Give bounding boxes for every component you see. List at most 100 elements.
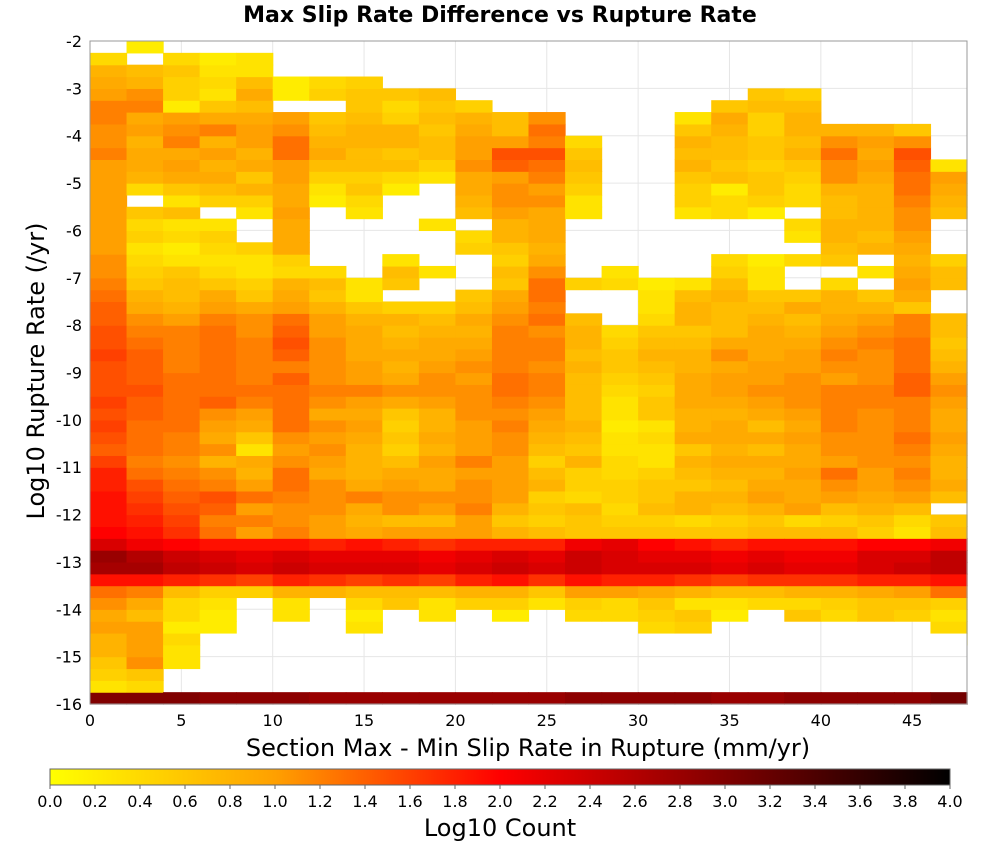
heatmap-cell <box>345 585 383 599</box>
heatmap-cell <box>163 88 201 101</box>
heatmap-cell <box>345 538 383 551</box>
heatmap-cell <box>163 372 201 385</box>
heatmap-cell <box>638 277 676 291</box>
heatmap-cell <box>126 384 164 397</box>
heatmap-cell <box>491 431 530 445</box>
heatmap-cell <box>455 301 493 314</box>
heatmap-cell <box>893 218 932 232</box>
heatmap-cell <box>163 147 201 160</box>
heatmap-cell <box>893 135 932 149</box>
heatmap-cell <box>857 609 895 622</box>
heatmap-cell <box>820 419 858 433</box>
heatmap-cell <box>90 218 128 232</box>
heatmap-cell <box>820 455 858 468</box>
heatmap-cell <box>528 242 566 255</box>
heatmap-cell <box>236 112 274 125</box>
heatmap-cell <box>90 419 128 433</box>
heatmap-cell <box>345 692 383 705</box>
heatmap-cell <box>236 265 274 279</box>
heatmap-cell <box>601 443 639 456</box>
heatmap-cell <box>747 194 785 208</box>
heatmap-cell <box>418 88 457 101</box>
heatmap-cell <box>747 419 785 433</box>
heatmap-cell <box>930 277 968 291</box>
heatmap-cell <box>309 277 347 291</box>
heatmap-cell <box>236 479 274 492</box>
heatmap-cell <box>820 348 858 362</box>
heatmap-cell <box>930 550 968 563</box>
heatmap-cell <box>565 360 603 374</box>
heatmap-cell <box>674 443 712 456</box>
heatmap-cell <box>126 218 164 232</box>
heatmap-cell <box>236 561 274 575</box>
heatmap-cell <box>163 408 201 421</box>
heatmap-cell <box>199 431 237 445</box>
heatmap-cell <box>784 254 822 267</box>
heatmap-cell <box>163 301 201 314</box>
heatmap-cell <box>784 479 822 492</box>
heatmap-cell <box>345 289 383 303</box>
heatmap-cell <box>163 76 201 89</box>
heatmap-cell <box>930 490 968 504</box>
heatmap-cell <box>565 597 603 610</box>
heatmap-cell <box>199 265 237 279</box>
heatmap-cell <box>784 88 822 101</box>
heatmap-cell <box>930 348 968 362</box>
heatmap-cell <box>418 325 457 338</box>
heatmap-cell <box>345 100 383 113</box>
heatmap-cell <box>236 384 274 397</box>
heatmap-cell <box>820 135 858 149</box>
heatmap-cell <box>90 159 128 172</box>
colorbar-tick-label: 0.0 <box>37 792 62 811</box>
heatmap-cell <box>711 135 749 149</box>
heatmap-cell <box>163 431 201 445</box>
heatmap-cell <box>565 455 603 468</box>
heatmap-cell <box>345 313 383 326</box>
heatmap-cell <box>272 123 310 137</box>
heatmap-cell <box>236 242 274 255</box>
heatmap-cell <box>126 135 164 149</box>
heatmap-cell <box>784 230 822 243</box>
heatmap-cell <box>455 230 493 243</box>
heatmap-cell <box>747 467 785 480</box>
heatmap-cell <box>418 502 457 516</box>
heatmap-cell <box>236 692 274 705</box>
y-axis-title: Log10 Rupture Rate (/yr) <box>22 223 50 520</box>
heatmap-cell <box>528 123 566 137</box>
heatmap-cell <box>893 265 932 279</box>
heatmap-cell <box>382 325 420 338</box>
heatmap-cell <box>236 585 274 599</box>
heatmap-cell <box>90 313 128 326</box>
heatmap-cell <box>90 336 128 350</box>
heatmap-cell <box>309 360 347 374</box>
heatmap-cell <box>455 112 493 125</box>
heatmap-cell <box>820 396 858 409</box>
heatmap-cell <box>930 514 968 528</box>
heatmap-cell <box>163 384 201 397</box>
heatmap-cell <box>820 692 858 705</box>
heatmap-cell <box>528 112 566 125</box>
heatmap-cell <box>747 325 785 338</box>
heatmap-cell <box>674 147 712 160</box>
heatmap-cell <box>711 526 749 539</box>
heatmap-cell <box>857 123 895 137</box>
heatmap-cell <box>491 360 530 374</box>
heatmap-cell <box>272 502 310 516</box>
heatmap-cell <box>601 609 639 622</box>
heatmap-cell <box>857 408 895 421</box>
heatmap-cell <box>272 692 310 705</box>
y-tick-label: -12 <box>56 506 82 525</box>
heatmap-cell <box>199 123 237 137</box>
heatmap-cell <box>857 384 895 397</box>
heatmap-cell <box>199 585 237 599</box>
heatmap-cell <box>126 490 164 504</box>
heatmap-cell <box>820 514 858 528</box>
colorbar-tick-label: 2.8 <box>667 792 692 811</box>
heatmap-cell <box>711 431 749 445</box>
heatmap-cell <box>163 218 201 232</box>
heatmap-cell <box>784 419 822 433</box>
heatmap-cell <box>893 206 932 220</box>
colorbar-tick-label: 0.8 <box>217 792 242 811</box>
heatmap-cell <box>601 431 639 445</box>
heatmap-cell <box>857 183 895 196</box>
